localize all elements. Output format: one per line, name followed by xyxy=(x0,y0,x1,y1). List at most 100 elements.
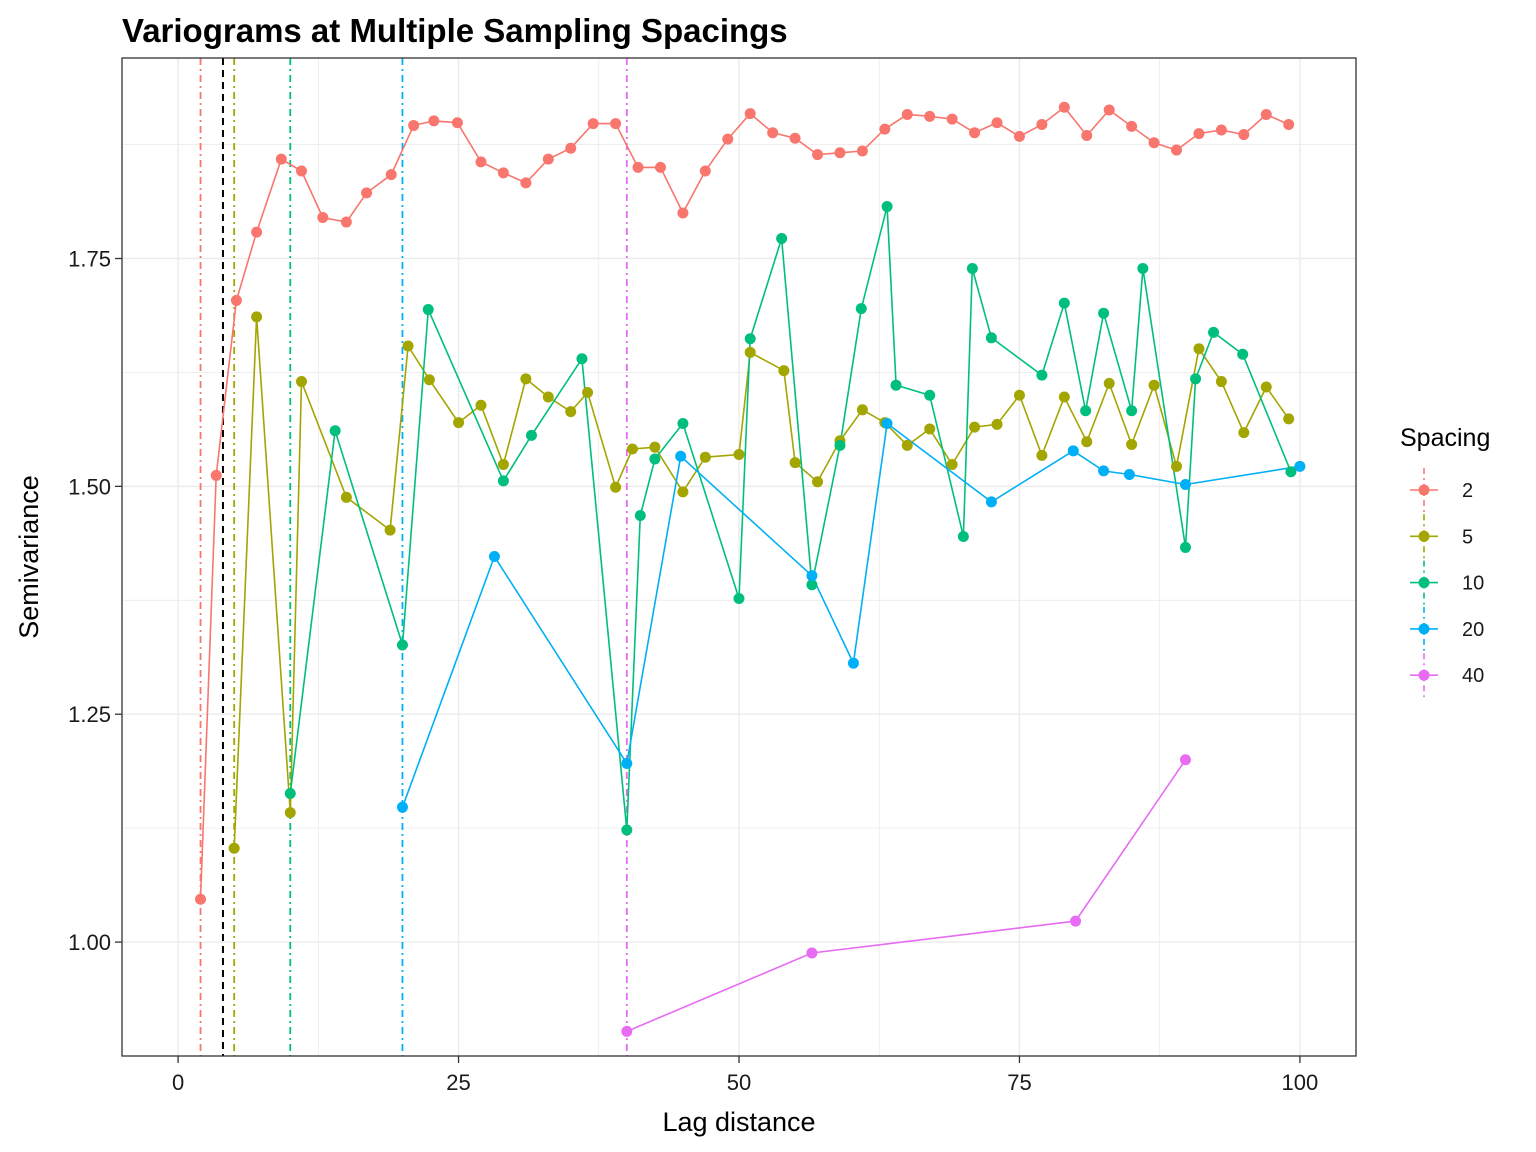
data-point-spacing-20 xyxy=(806,570,818,582)
data-point-spacing-2 xyxy=(317,211,329,223)
data-point-spacing-2 xyxy=(408,119,420,131)
data-point-spacing-2 xyxy=(451,117,463,129)
data-point-spacing-10 xyxy=(1179,541,1191,553)
data-point-spacing-2 xyxy=(1036,119,1048,131)
data-point-spacing-10 xyxy=(284,788,296,800)
legend-label: 20 xyxy=(1462,619,1484,641)
data-point-spacing-2 xyxy=(1171,144,1183,156)
data-point-spacing-2 xyxy=(654,161,666,173)
data-point-spacing-2 xyxy=(699,165,711,177)
legend-key-point xyxy=(1418,530,1430,542)
data-point-spacing-10 xyxy=(1237,348,1249,360)
data-point-spacing-2 xyxy=(879,123,891,135)
legend-label: 40 xyxy=(1462,665,1484,687)
legend-item-10: 10 xyxy=(1410,560,1484,605)
legend-title: Spacing xyxy=(1400,424,1490,452)
data-point-spacing-2 xyxy=(520,177,532,189)
data-point-spacing-2 xyxy=(1260,109,1272,121)
data-point-spacing-5 xyxy=(969,421,981,433)
data-point-spacing-10 xyxy=(1058,297,1070,309)
data-point-spacing-5 xyxy=(542,391,554,403)
data-point-spacing-10 xyxy=(985,332,997,344)
legend-label: 10 xyxy=(1462,573,1484,595)
data-point-spacing-5 xyxy=(251,311,263,323)
data-point-spacing-2 xyxy=(1103,104,1115,116)
data-point-spacing-5 xyxy=(610,481,622,493)
data-point-spacing-2 xyxy=(789,132,801,144)
data-point-spacing-2 xyxy=(1238,129,1250,141)
data-point-spacing-5 xyxy=(1081,436,1093,448)
data-point-spacing-5 xyxy=(1103,377,1115,389)
data-point-spacing-5 xyxy=(649,441,661,453)
data-point-spacing-10 xyxy=(966,263,978,275)
data-point-spacing-10 xyxy=(1098,307,1110,319)
data-point-spacing-10 xyxy=(634,510,646,522)
data-point-spacing-40 xyxy=(1070,915,1082,927)
legend-label: 5 xyxy=(1462,526,1473,548)
data-point-spacing-2 xyxy=(210,469,222,481)
y-axis-ticks: 1.00 1.25 1.50 1.75 xyxy=(68,247,122,955)
data-point-spacing-5 xyxy=(1036,449,1048,461)
y-tick-label: 1.75 xyxy=(68,247,111,272)
legend-item-2: 2 xyxy=(1410,468,1473,512)
data-point-spacing-10 xyxy=(1126,405,1138,417)
data-point-spacing-10 xyxy=(1137,263,1149,275)
data-point-spacing-20 xyxy=(488,551,500,563)
data-point-spacing-10 xyxy=(1080,405,1092,417)
data-point-spacing-10 xyxy=(855,303,867,315)
data-point-spacing-10 xyxy=(1208,326,1220,338)
data-point-spacing-2 xyxy=(195,893,207,905)
data-point-spacing-2 xyxy=(230,294,242,306)
legend-key-point xyxy=(1418,484,1430,496)
series-line-40 xyxy=(626,759,1187,1033)
data-point-spacing-5 xyxy=(778,365,790,377)
data-point-spacing-5 xyxy=(699,451,711,463)
data-point-spacing-5 xyxy=(626,443,638,455)
data-point-spacing-10 xyxy=(733,592,745,604)
data-point-spacing-2 xyxy=(969,127,981,139)
legend-item-20: 20 xyxy=(1410,606,1484,651)
series-points xyxy=(195,101,1306,1037)
data-point-spacing-10 xyxy=(497,475,509,487)
data-point-spacing-5 xyxy=(453,417,465,429)
data-point-spacing-10 xyxy=(957,530,969,542)
data-point-spacing-20 xyxy=(847,657,859,669)
data-point-spacing-2 xyxy=(1148,137,1160,149)
x-tick-label: 0 xyxy=(172,1070,184,1095)
x-tick-label: 75 xyxy=(1007,1070,1031,1095)
data-point-spacing-5 xyxy=(924,423,936,435)
data-point-spacing-5 xyxy=(1013,389,1025,401)
data-point-spacing-5 xyxy=(1283,413,1295,425)
data-point-spacing-20 xyxy=(1179,479,1191,491)
x-tick-label: 25 xyxy=(446,1070,470,1095)
data-point-spacing-10 xyxy=(576,353,588,365)
data-point-spacing-10 xyxy=(1285,466,1297,478)
data-point-spacing-2 xyxy=(744,108,756,120)
data-point-spacing-2 xyxy=(1058,101,1070,113)
data-point-spacing-10 xyxy=(677,417,689,429)
data-point-spacing-5 xyxy=(1260,381,1272,393)
data-point-spacing-5 xyxy=(1215,376,1227,388)
data-point-spacing-2 xyxy=(565,142,577,154)
data-point-spacing-20 xyxy=(881,417,893,429)
data-point-spacing-5 xyxy=(856,404,868,416)
data-point-spacing-2 xyxy=(812,149,824,161)
data-point-spacing-5 xyxy=(384,524,396,536)
data-point-spacing-5 xyxy=(497,458,509,470)
data-point-spacing-10 xyxy=(806,579,818,591)
data-point-spacing-5 xyxy=(295,376,307,388)
data-point-spacing-5 xyxy=(744,346,756,358)
data-point-spacing-40 xyxy=(806,947,818,959)
data-point-spacing-10 xyxy=(621,824,633,836)
data-point-spacing-2 xyxy=(251,226,263,238)
data-point-spacing-2 xyxy=(610,118,622,130)
x-axis-title: Lag distance xyxy=(662,1107,815,1137)
data-point-spacing-20 xyxy=(396,801,408,813)
data-point-spacing-5 xyxy=(423,374,435,386)
data-point-spacing-10 xyxy=(744,333,756,345)
data-point-spacing-2 xyxy=(1193,128,1205,140)
legend: Spacing 2 5 10 20 40 xyxy=(1400,424,1490,698)
data-point-spacing-5 xyxy=(340,491,352,503)
data-point-spacing-5 xyxy=(284,807,296,819)
data-point-spacing-2 xyxy=(542,153,554,165)
